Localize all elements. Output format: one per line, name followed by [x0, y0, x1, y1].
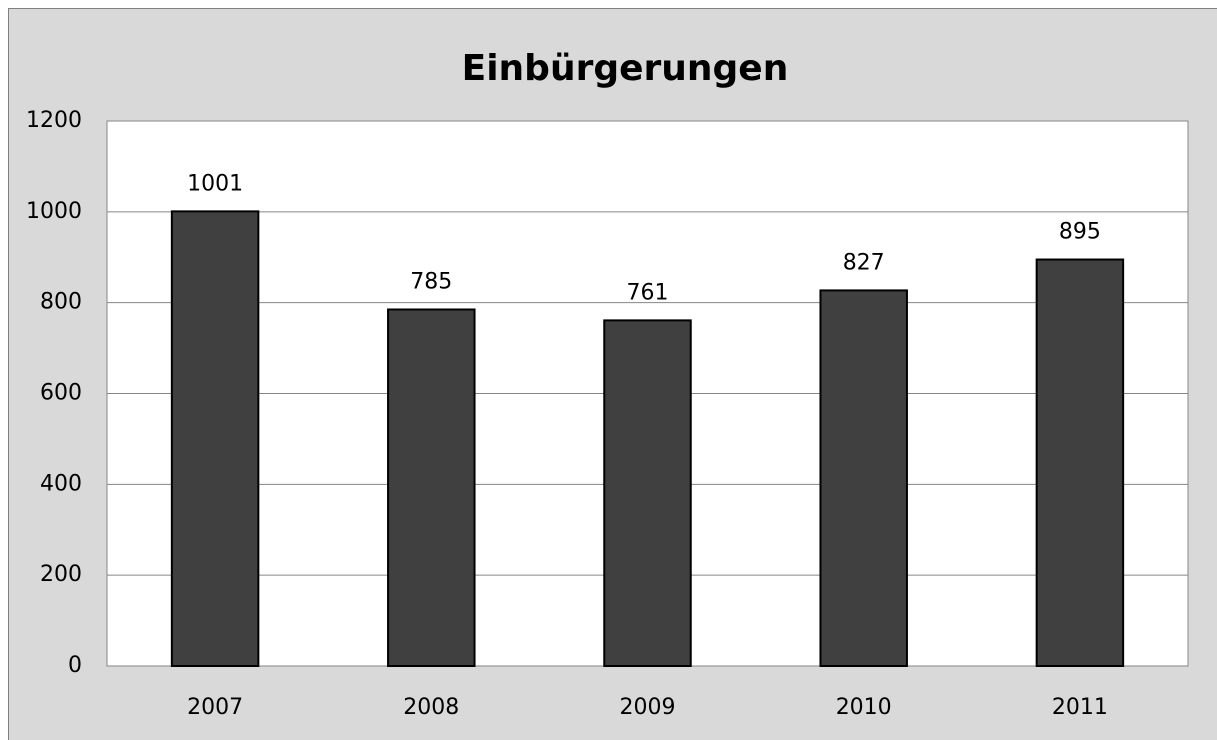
x-tick-label: 2011 — [1052, 695, 1108, 720]
bar — [819, 289, 908, 667]
bar — [1035, 258, 1125, 667]
x-tick-label: 2010 — [836, 695, 892, 720]
y-tick-label: 400 — [40, 471, 82, 496]
x-tick-label: 2008 — [403, 695, 459, 720]
x-tick-label: 2007 — [187, 695, 243, 720]
x-tick-label: 2009 — [620, 695, 676, 720]
y-tick-label: 200 — [40, 562, 82, 587]
data-label: 785 — [410, 269, 452, 294]
data-label: 1001 — [187, 171, 243, 196]
bar — [603, 319, 692, 667]
data-label: 895 — [1059, 220, 1101, 245]
chart-title: Einbürgerungen — [462, 48, 789, 89]
y-tick-label: 1200 — [26, 108, 82, 133]
data-label: 761 — [627, 280, 669, 305]
y-tick-label: 0 — [68, 653, 82, 678]
y-tick-label: 600 — [40, 381, 82, 406]
y-tick-label: 800 — [40, 290, 82, 315]
data-label: 827 — [843, 250, 885, 275]
y-tick-label: 1000 — [26, 199, 82, 224]
bar — [170, 210, 260, 667]
bar — [387, 308, 476, 667]
